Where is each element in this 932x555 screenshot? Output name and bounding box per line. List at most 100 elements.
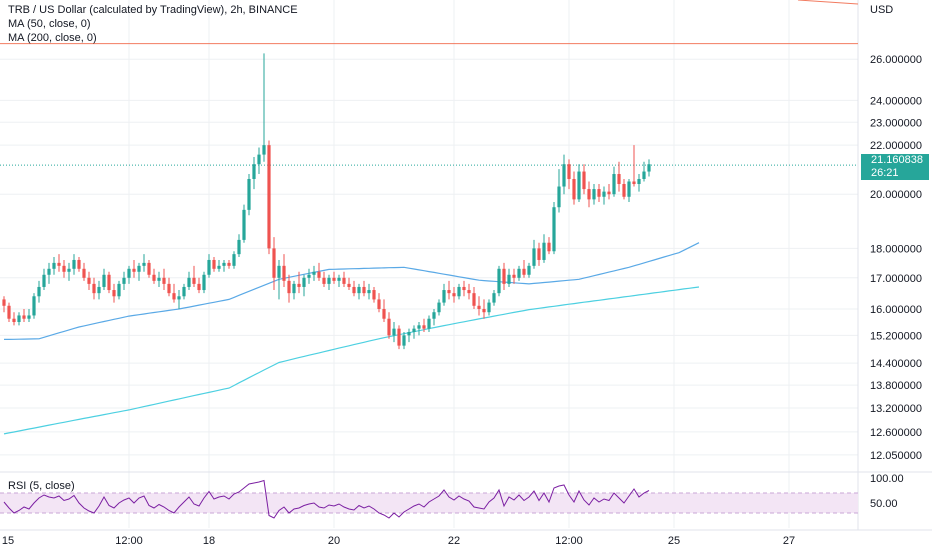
- time-tick-label: 27: [783, 535, 795, 547]
- candle: [207, 254, 211, 278]
- candle-body: [107, 274, 111, 291]
- candle: [482, 299, 486, 319]
- candle: [372, 286, 376, 303]
- candle-body: [122, 277, 126, 284]
- candle: [112, 283, 116, 303]
- candle-body: [372, 290, 376, 300]
- candle-body: [642, 171, 646, 179]
- price-tick-label: 16.000000: [870, 304, 922, 316]
- candle: [407, 328, 411, 343]
- candle: [282, 254, 286, 287]
- candle: [382, 299, 386, 323]
- candle: [7, 302, 11, 323]
- legend-ma50[interactable]: MA (50, close, 0): [8, 18, 91, 30]
- candle-body: [527, 265, 531, 275]
- candle-body: [507, 274, 511, 284]
- chart-legend: TRB / US Dollar (calculated by TradingVi…: [8, 3, 298, 45]
- candle: [187, 271, 191, 291]
- candle-body: [367, 290, 371, 294]
- candle: [177, 290, 181, 309]
- candle: [167, 277, 171, 297]
- candle-body: [22, 315, 26, 319]
- candle-body: [377, 299, 381, 309]
- rsi-tick-label: 50.00: [870, 498, 898, 510]
- candle-body: [542, 242, 546, 260]
- candle: [487, 299, 491, 316]
- candle-body: [332, 277, 336, 281]
- candle: [77, 257, 81, 272]
- candle: [247, 174, 251, 216]
- candle-body: [42, 274, 46, 287]
- candle-body: [292, 283, 296, 294]
- candle-body: [517, 268, 521, 278]
- horizontal-line-extra: [797, 0, 859, 5]
- ma200-line: [3, 286, 700, 435]
- candle: [212, 257, 216, 272]
- candle-body: [247, 178, 251, 210]
- candle-body: [202, 274, 206, 291]
- candle: [367, 283, 371, 300]
- candle: [147, 259, 151, 278]
- rsi-legend[interactable]: RSI (5, close): [8, 480, 75, 492]
- candle: [192, 265, 196, 287]
- candle-body: [597, 189, 601, 197]
- candle: [552, 201, 556, 255]
- candle-body: [617, 174, 621, 185]
- candle-body: [252, 164, 256, 179]
- candle: [412, 325, 416, 339]
- candle-body: [312, 271, 316, 275]
- candle-body: [392, 328, 396, 336]
- candle-body: [497, 268, 501, 294]
- price-tick-label: 12.050000: [870, 450, 922, 462]
- price-tick-label: 12.600000: [870, 427, 922, 439]
- candle: [442, 283, 446, 306]
- candle: [302, 274, 306, 297]
- candle: [562, 154, 566, 195]
- candle-body: [282, 265, 286, 281]
- rsi-band-layer: [0, 492, 858, 514]
- candle: [532, 239, 536, 269]
- candle-body: [502, 268, 506, 284]
- candle-body: [582, 171, 586, 190]
- price-tick-label: 20.000000: [870, 189, 922, 201]
- candle: [227, 259, 231, 269]
- candle-body: [637, 178, 641, 185]
- candle: [217, 259, 221, 272]
- legend-symbol[interactable]: TRB / US Dollar (calculated by TradingVi…: [8, 4, 298, 16]
- candle: [402, 331, 406, 350]
- candle: [47, 262, 51, 284]
- candle-body: [187, 277, 191, 287]
- candle-body: [67, 268, 71, 272]
- candle: [537, 242, 541, 266]
- candle: [157, 271, 161, 287]
- candle-body: [37, 286, 41, 297]
- currency-label[interactable]: USD: [870, 4, 894, 16]
- candle: [222, 259, 226, 272]
- time-tick-label: 20: [328, 535, 340, 547]
- candle-body: [302, 277, 306, 287]
- candle: [272, 237, 276, 291]
- candle: [617, 161, 621, 192]
- candle: [257, 147, 261, 175]
- candle-body: [62, 265, 66, 272]
- candle: [202, 271, 206, 294]
- legend-ma200[interactable]: MA (200, close, 0): [8, 32, 97, 44]
- candle: [647, 159, 651, 177]
- candle: [107, 271, 111, 294]
- candle: [102, 268, 106, 291]
- candle-body: [152, 274, 156, 281]
- candle: [267, 140, 271, 255]
- candle-body: [337, 277, 341, 281]
- rsi-band: [0, 493, 858, 513]
- candle: [122, 271, 126, 291]
- candle-body: [482, 308, 486, 313]
- candle: [592, 184, 596, 205]
- candle-body: [182, 286, 186, 297]
- candle-body: [102, 274, 106, 287]
- candle: [312, 265, 316, 281]
- candle: [172, 283, 176, 303]
- candle-body: [117, 283, 121, 297]
- candle: [82, 262, 86, 281]
